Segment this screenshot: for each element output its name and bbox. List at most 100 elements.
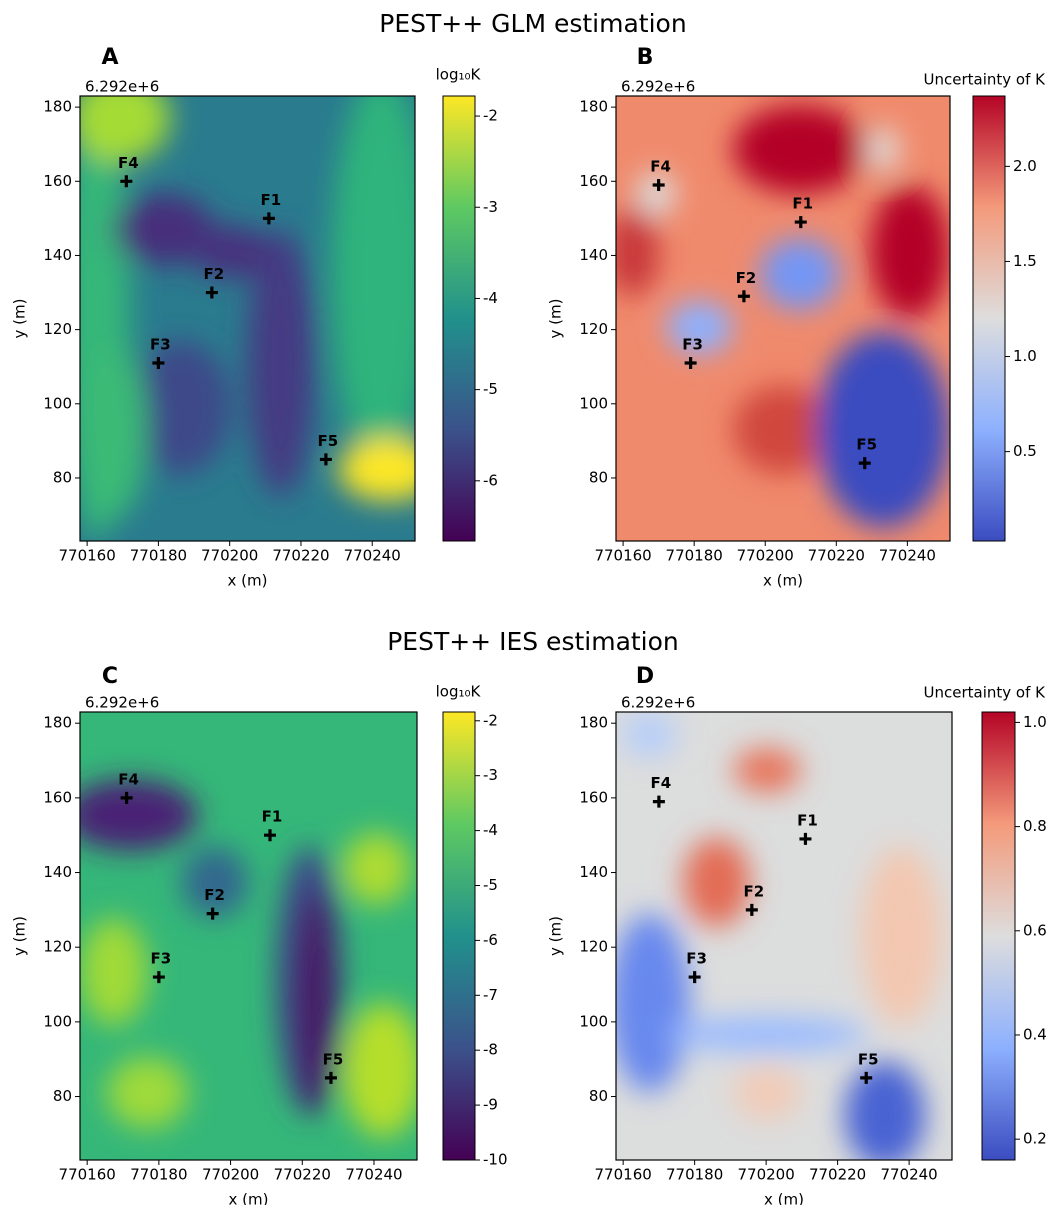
x-tick-label: 770180 — [666, 1166, 723, 1184]
field — [616, 712, 952, 1160]
field-patch — [181, 846, 249, 919]
well-marker — [120, 791, 133, 804]
panel-label: B — [637, 45, 654, 70]
well-name: F3 — [150, 336, 171, 354]
well-name: F3 — [151, 950, 172, 968]
colorbar-tick-label: 0.8 — [1023, 817, 1047, 835]
y-axis-label: y (m) — [11, 299, 29, 339]
well-marker — [652, 179, 665, 191]
field-patch — [666, 300, 733, 355]
colorbar-tick-label: 1.0 — [1013, 347, 1037, 365]
section-title: PEST++ GLM estimation — [379, 9, 686, 38]
x-axis-label: x (m) — [764, 1191, 804, 1206]
y-tick-label: 100 — [43, 1012, 72, 1030]
field-patch — [732, 104, 867, 194]
field-patch — [622, 712, 677, 757]
x-tick-label: 770220 — [272, 547, 329, 565]
field-patch — [616, 913, 690, 1093]
well-name: F5 — [856, 436, 877, 454]
colorbar-tick-label: -3 — [483, 766, 498, 784]
y-tick-label: 140 — [579, 246, 608, 264]
panel-label: C — [102, 664, 118, 689]
x-tick-label: 770200 — [737, 1166, 794, 1184]
well-marker — [264, 829, 277, 842]
x-tick-label: 770180 — [130, 1166, 187, 1184]
well-marker — [324, 1071, 337, 1084]
y-tick-label: 100 — [43, 394, 72, 412]
colorbar-tick-label: 0.6 — [1023, 921, 1047, 939]
colorbar-label: Uncertainty of K — [924, 71, 1047, 89]
well-marker — [794, 216, 807, 229]
field-blobs — [616, 712, 942, 1160]
well-marker — [152, 971, 165, 984]
y-tick-label: 120 — [43, 320, 72, 338]
x-tick-label: 770160 — [595, 1166, 652, 1184]
x-axis-label: x (m) — [229, 1191, 269, 1206]
x-tick-label: 770160 — [59, 1166, 116, 1184]
x-tick-label: 770220 — [808, 547, 865, 565]
well-name: F4 — [650, 158, 671, 176]
plot-frame — [79, 95, 416, 542]
field-patch — [342, 1003, 417, 1138]
field-patch — [666, 1016, 868, 1053]
colorbar — [442, 95, 476, 542]
well-marker — [799, 832, 812, 845]
field-patch — [816, 331, 950, 528]
x-tick-label: 770240 — [880, 1166, 937, 1184]
well-marker — [652, 795, 665, 808]
colorbar-tick-label: -4 — [483, 821, 498, 839]
y-tick-label: 160 — [43, 172, 72, 190]
y-axis-label: y (m) — [547, 299, 565, 339]
colorbar-label: log₁₀K — [436, 66, 482, 84]
field-patch — [190, 225, 271, 279]
offset-label: 6.292e+6 — [85, 694, 159, 712]
section-title: PEST++ IES estimation — [387, 627, 679, 656]
well-name: F4 — [118, 154, 139, 172]
x-tick-label: 770240 — [879, 547, 936, 565]
colorbar-tick-label: 1.0 — [1023, 713, 1047, 731]
well-name: F1 — [792, 195, 813, 213]
well-name: F2 — [204, 265, 225, 283]
y-tick-label: 80 — [53, 468, 72, 486]
field-blobs — [80, 96, 415, 541]
field-patch — [80, 340, 147, 519]
colorbar-tick-label: -2 — [483, 711, 498, 729]
field-patch — [616, 207, 660, 297]
y-tick-label: 120 — [579, 320, 608, 338]
offset-label: 6.292e+6 — [85, 78, 159, 96]
panel-label: A — [101, 45, 118, 70]
field-patch — [869, 185, 950, 319]
well-marker — [737, 290, 750, 303]
y-tick-label: 80 — [589, 1087, 608, 1105]
colorbar — [442, 711, 476, 1161]
field-patch — [759, 238, 840, 310]
colorbar-tick-label: -5 — [483, 876, 498, 894]
colorbar-tick-label: -4 — [483, 289, 498, 307]
well-name: F4 — [118, 770, 139, 788]
field-patch — [342, 832, 411, 905]
well-name: F1 — [262, 808, 283, 826]
y-tick-label: 140 — [43, 246, 72, 264]
well-name: F2 — [204, 886, 225, 904]
field-patch — [130, 340, 231, 475]
x-tick-label: 770200 — [737, 547, 794, 565]
y-tick-label: 100 — [579, 1012, 608, 1030]
y-axis-label: y (m) — [547, 916, 565, 956]
x-tick-label: 770220 — [809, 1166, 866, 1184]
y-tick-label: 180 — [579, 714, 608, 732]
colorbar — [981, 711, 1016, 1161]
colorbar-label: Uncertainty of K — [924, 684, 1047, 702]
field-patch — [683, 837, 751, 928]
field-patch — [861, 846, 942, 1026]
well-marker — [262, 212, 275, 225]
field-patch — [732, 385, 834, 475]
y-tick-label: 80 — [589, 468, 608, 486]
well-name: F2 — [736, 269, 757, 287]
well-marker — [745, 903, 758, 916]
colorbar-tick-label: 1.5 — [1013, 252, 1037, 270]
x-tick-label: 770240 — [345, 1166, 402, 1184]
colorbar-tick-label: -3 — [483, 198, 498, 216]
x-tick-label: 770200 — [202, 1166, 259, 1184]
x-axis-label: x (m) — [228, 572, 268, 590]
